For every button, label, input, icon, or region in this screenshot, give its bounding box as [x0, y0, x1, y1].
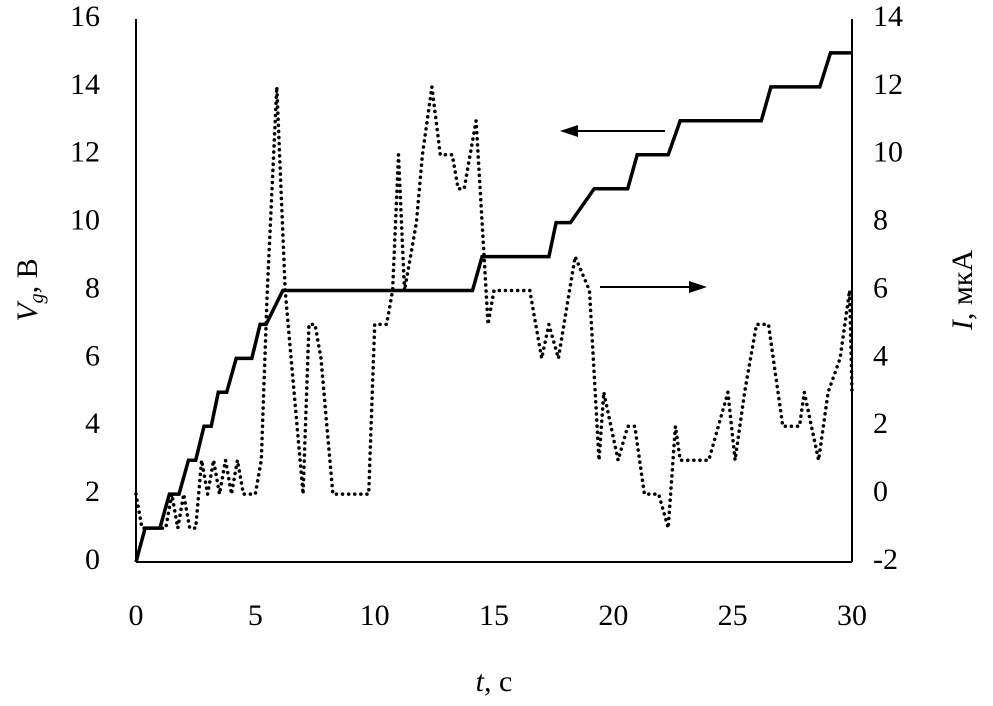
x-tick-label: 30 [837, 599, 867, 632]
data-line [134, 86, 854, 530]
y-tick-label: 4 [85, 407, 100, 440]
y-axis-label: Vg, В [11, 258, 48, 321]
y2-tick-label: 4 [873, 339, 888, 372]
arrow-right [600, 281, 707, 293]
arrow-left [560, 125, 665, 137]
x-tick-label: 15 [479, 599, 509, 632]
x-label-var: t [476, 665, 485, 698]
y-label-var: V [11, 300, 44, 322]
y2-tick-label: 0 [873, 475, 888, 508]
y-tick-label: 6 [85, 339, 100, 372]
y2-axis-label: I, мкА [946, 250, 979, 332]
x-axis-label: t, с [476, 665, 513, 698]
data-line [134, 51, 852, 563]
y-tick-label: 8 [85, 271, 100, 304]
x-label-unit: , с [484, 665, 512, 698]
y2-tick-label: 2 [873, 407, 888, 440]
y2-tick-label: 6 [873, 271, 888, 304]
y2-tick-label: 12 [873, 68, 903, 101]
y-tick-label: 14 [70, 68, 100, 101]
y2-label-unit: , мкА [946, 250, 979, 321]
y-label-sub: g [26, 293, 48, 303]
y2-tick-label: 14 [873, 0, 903, 33]
x-tick-label: 0 [129, 599, 144, 632]
x-tick-label: 25 [718, 599, 748, 632]
y2-tick-label: 10 [873, 136, 903, 169]
x-tick-label: 5 [248, 599, 263, 632]
y-label-unit: , В [11, 258, 44, 293]
y-tick-label: 10 [70, 204, 100, 237]
y-tick-label: 0 [85, 543, 100, 576]
y-tick-label: 16 [70, 0, 100, 33]
x-tick-label: 20 [598, 599, 628, 632]
y-tick-label: 12 [70, 136, 100, 169]
y2-label-var: I [946, 318, 979, 331]
y2-tick-label: -2 [873, 543, 898, 576]
y2-tick-label: 8 [873, 204, 888, 237]
x-tick-label: 10 [360, 599, 390, 632]
y-tick-label: 2 [85, 475, 100, 508]
